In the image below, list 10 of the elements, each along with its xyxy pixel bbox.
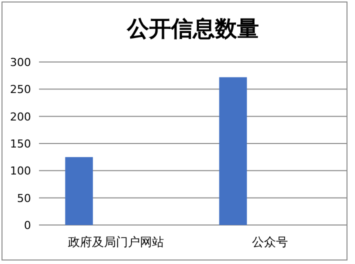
y-tick-label: 100 — [10, 164, 31, 178]
x-tick-label: 公众号 — [252, 235, 288, 249]
y-tick-label: 150 — [10, 138, 31, 150]
chart-title: 公开信息数量 — [126, 16, 259, 42]
y-tick-label: 50 — [17, 192, 31, 205]
y-tick-label: 0 — [24, 219, 31, 232]
x-tick-label: 政府及局门户网站 — [68, 235, 164, 249]
y-tick-label: 200 — [10, 110, 31, 124]
y-tick-label: 250 — [10, 83, 31, 96]
y-tick-label: 300 — [10, 56, 31, 69]
